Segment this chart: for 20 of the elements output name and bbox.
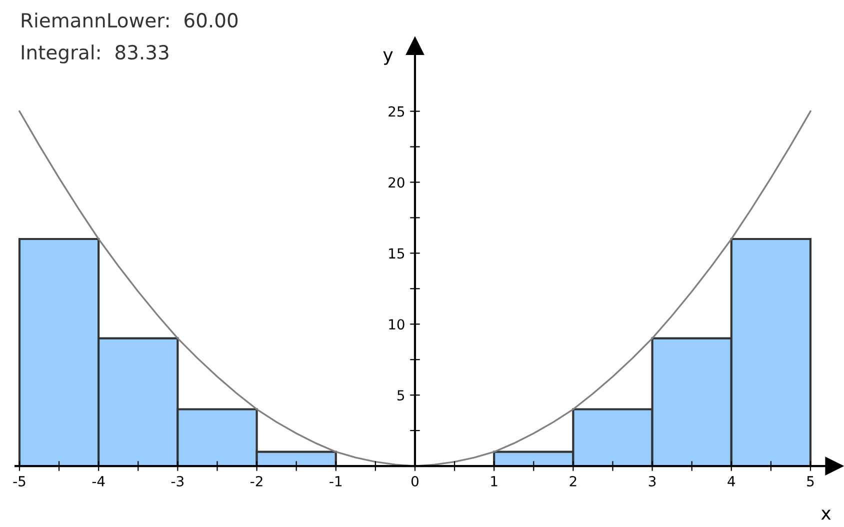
- x-tick-label: -5: [13, 476, 26, 486]
- x-axis-title: x: [821, 510, 831, 520]
- x-tick-label: 0: [411, 476, 418, 486]
- x-tick-label: -1: [330, 476, 342, 486]
- x-tick-label: -3: [171, 476, 184, 486]
- x-tick-label: 5: [807, 476, 814, 486]
- x-tick-label: 3: [648, 476, 656, 486]
- x-tick-label: -2: [250, 476, 262, 486]
- y-axis-title: y: [383, 51, 393, 65]
- annotation: Integral: 83.33: [22, 44, 168, 64]
- y-tick-label: 10: [389, 319, 404, 330]
- y-tick-label: 5: [397, 390, 404, 401]
- x-tick-label: 1: [491, 476, 498, 486]
- text: RiemannLower: 60.00: [22, 12, 238, 28]
- y-tick-label: 20: [388, 177, 404, 188]
- x-tick-label: 2: [570, 476, 576, 486]
- x-tick-label: -4: [92, 476, 105, 486]
- y-tick-label: 25: [388, 106, 404, 117]
- y-tick-label: 15: [389, 248, 404, 259]
- x-tick-label: 4: [728, 476, 736, 486]
